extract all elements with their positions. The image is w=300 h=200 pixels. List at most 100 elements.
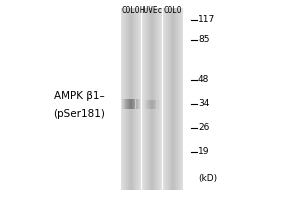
Bar — [124, 99, 125, 109]
Text: HUVEc: HUVEc — [140, 6, 163, 15]
Bar — [180, 8, 181, 190]
Bar — [146, 8, 147, 190]
Bar — [148, 8, 149, 190]
Bar — [166, 8, 167, 190]
Bar — [157, 99, 158, 108]
Text: COLO: COLO — [163, 6, 182, 15]
Bar — [147, 8, 148, 190]
Bar — [158, 99, 159, 108]
Bar — [168, 8, 169, 190]
Text: 26: 26 — [198, 123, 209, 132]
Bar — [161, 8, 162, 190]
Text: 85: 85 — [198, 36, 209, 45]
Bar — [129, 99, 130, 109]
Bar — [172, 8, 173, 190]
Bar — [174, 8, 175, 190]
Bar — [144, 99, 145, 108]
Bar — [154, 99, 155, 108]
Bar — [133, 8, 134, 190]
Bar — [153, 8, 154, 190]
Bar — [150, 8, 151, 190]
Text: COLO: COLO — [121, 6, 140, 15]
Bar — [135, 99, 136, 109]
Text: (kD): (kD) — [198, 173, 217, 182]
Bar — [154, 8, 155, 190]
Bar — [135, 8, 136, 190]
Bar — [155, 8, 156, 190]
Text: 48: 48 — [198, 75, 209, 84]
Bar — [149, 99, 150, 108]
Bar — [170, 8, 171, 190]
Bar — [156, 99, 157, 108]
Bar — [130, 8, 131, 190]
Bar — [147, 99, 148, 108]
Bar — [138, 99, 139, 109]
Text: 34: 34 — [198, 99, 209, 108]
Bar — [126, 8, 127, 190]
Bar — [160, 8, 161, 190]
Bar — [177, 8, 178, 190]
Bar — [163, 8, 164, 190]
Bar — [143, 8, 144, 190]
Bar — [173, 8, 174, 190]
Bar — [136, 8, 137, 190]
Bar — [138, 8, 139, 190]
Bar — [145, 99, 146, 108]
Bar — [134, 99, 135, 109]
Bar — [123, 99, 124, 109]
Bar — [130, 99, 131, 109]
Bar — [159, 99, 160, 108]
Bar — [133, 99, 134, 109]
Bar — [122, 8, 123, 190]
Bar — [178, 8, 179, 190]
Bar — [169, 8, 170, 190]
Bar — [139, 8, 140, 190]
Bar — [157, 8, 158, 190]
Bar — [128, 99, 129, 109]
Bar — [167, 8, 168, 190]
Bar — [171, 8, 172, 190]
Bar — [137, 99, 138, 109]
Bar — [158, 8, 159, 190]
Bar — [137, 8, 138, 190]
Bar — [176, 8, 177, 190]
Bar — [125, 8, 126, 190]
Bar — [179, 8, 180, 190]
Bar — [150, 99, 151, 108]
Bar — [125, 99, 126, 109]
Bar — [127, 99, 128, 109]
Bar — [128, 8, 129, 190]
Bar — [136, 99, 137, 109]
Bar — [152, 99, 153, 108]
Bar — [182, 8, 183, 190]
Bar — [139, 99, 140, 109]
Bar — [142, 8, 143, 190]
Text: AMPK β1–: AMPK β1– — [54, 91, 105, 101]
Bar — [145, 8, 146, 190]
Bar — [134, 8, 135, 190]
Bar — [165, 8, 166, 190]
Bar — [122, 99, 123, 109]
Bar — [160, 99, 161, 108]
Text: (pSer181): (pSer181) — [53, 109, 105, 119]
Text: 19: 19 — [198, 148, 209, 156]
Bar — [175, 8, 176, 190]
Bar — [151, 99, 152, 108]
Bar — [124, 8, 125, 190]
Bar — [152, 8, 153, 190]
Bar — [181, 8, 182, 190]
Bar — [156, 8, 157, 190]
Bar — [131, 99, 132, 109]
Text: 117: 117 — [198, 16, 215, 24]
Bar — [159, 8, 160, 190]
Bar — [129, 8, 130, 190]
Bar — [121, 8, 122, 190]
Bar — [123, 8, 124, 190]
Bar — [155, 99, 156, 108]
Bar — [153, 99, 154, 108]
Bar — [149, 8, 150, 190]
Bar — [126, 99, 127, 109]
Bar — [144, 8, 145, 190]
Bar — [131, 8, 132, 190]
Bar — [151, 8, 152, 190]
